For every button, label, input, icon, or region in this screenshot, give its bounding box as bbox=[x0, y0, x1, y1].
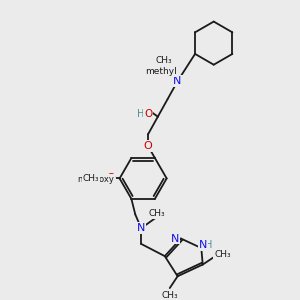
Text: H: H bbox=[206, 240, 213, 250]
Text: CH₃: CH₃ bbox=[214, 250, 231, 259]
Text: N: N bbox=[137, 223, 146, 233]
Text: CH₃: CH₃ bbox=[155, 56, 172, 65]
Text: N: N bbox=[173, 76, 181, 86]
Text: CH₃: CH₃ bbox=[83, 174, 100, 183]
Text: O: O bbox=[144, 141, 152, 151]
Text: methoxy: methoxy bbox=[78, 175, 115, 184]
Text: methyl: methyl bbox=[145, 67, 177, 76]
Text: CH₃: CH₃ bbox=[148, 209, 165, 218]
Text: O: O bbox=[144, 109, 152, 119]
Text: N: N bbox=[171, 233, 179, 244]
Text: O: O bbox=[106, 173, 115, 183]
Text: N: N bbox=[199, 240, 207, 250]
Text: H: H bbox=[137, 109, 145, 119]
Text: CH₃: CH₃ bbox=[161, 291, 178, 300]
